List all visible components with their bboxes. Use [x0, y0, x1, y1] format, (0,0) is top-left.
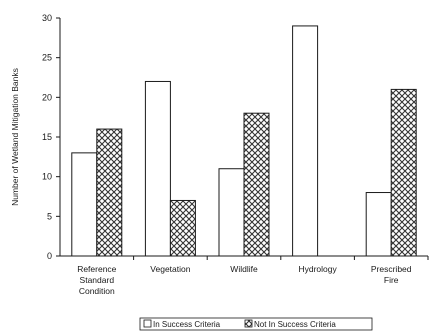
legend: In Success Criteria Not In Success Crite…	[139, 317, 373, 331]
x-category-label: Hydrology	[298, 264, 337, 274]
y-tick-label: 5	[47, 211, 52, 221]
x-category-label: Reference Standard Condition	[77, 264, 116, 296]
x-category-label-line: Condition	[79, 286, 115, 296]
x-category-label-line: Prescribed	[371, 264, 412, 274]
bar-in-success-3	[292, 25, 319, 257]
bar-in-success-1	[144, 80, 171, 257]
x-category-label-line: Reference	[77, 264, 116, 274]
y-axis-ticks: 0 5 10 15 20 25 30	[42, 13, 60, 261]
bar-not-in-success-1	[169, 199, 196, 257]
x-category-label-line: Wildlife	[230, 264, 258, 274]
x-category-label: Prescribed Fire	[371, 264, 412, 285]
y-tick-label: 15	[42, 132, 52, 142]
legend-box	[139, 317, 373, 331]
y-axis-title: Number of Wetland Mitigation Banks	[10, 68, 20, 206]
bar-in-success-2	[218, 168, 245, 257]
bar-in-success-4	[365, 192, 392, 257]
y-tick-label: 10	[42, 172, 52, 182]
x-category-label: Vegetation	[150, 264, 190, 274]
bar-not-in-success-4	[390, 88, 417, 257]
x-category-label-line: Hydrology	[298, 264, 337, 274]
legend-swatch-in-success	[143, 319, 152, 328]
bar-not-in-success-2	[243, 112, 270, 257]
x-axis-category-labels: Reference Standard Condition Vegetation Wild…	[77, 264, 412, 296]
legend-label-not-in-success: Not In Success Criteria	[254, 320, 336, 329]
legend-label-in-success: In Success Criteria	[153, 320, 221, 329]
x-category-label-line: Fire	[384, 275, 399, 285]
y-tick-label: 0	[47, 251, 52, 261]
y-tick-label: 20	[42, 92, 52, 102]
bar-in-success-0	[71, 152, 98, 257]
x-category-label: Wildlife	[230, 264, 258, 274]
bars	[71, 25, 417, 257]
x-category-label-line: Standard	[80, 275, 115, 285]
y-tick-label: 30	[42, 13, 52, 23]
y-tick-label: 25	[42, 53, 52, 63]
bar-not-in-success-0	[96, 128, 123, 257]
legend-swatch-not-in-success	[244, 319, 253, 328]
x-category-label-line: Vegetation	[150, 264, 190, 274]
